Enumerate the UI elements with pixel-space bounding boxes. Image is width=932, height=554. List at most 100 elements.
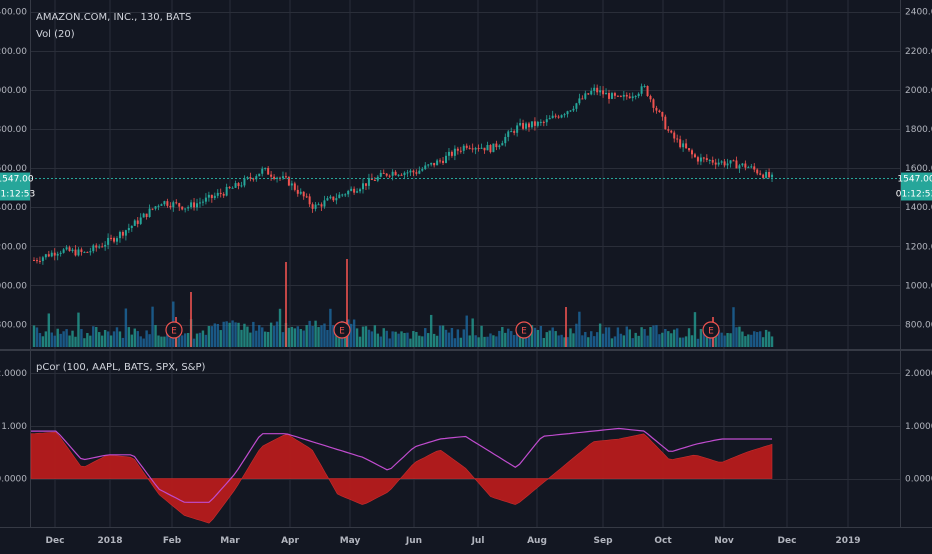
volume-bar [385,330,388,347]
candle-body [605,92,608,95]
candle-body [536,121,539,126]
volume-bar [741,331,744,347]
corr-axis-left[interactable]: 2.0000 1.000 0.0000 [0,369,27,484]
volume-bar [678,337,682,347]
candle-body [424,165,427,170]
volume-bar [432,333,436,347]
candle-body [187,207,190,209]
candle-body [652,99,655,108]
earnings-marker[interactable] [165,321,183,339]
candle-body [619,95,622,97]
candle-body [696,157,699,162]
candle-body [281,176,284,178]
price-tick-left: 1800.00 [0,125,27,135]
corr-axis-right[interactable]: 2.0000 1.0000 0.0000 [905,369,932,484]
candle-body [551,115,554,119]
volume-bar [308,320,311,347]
volume-bar [539,325,543,347]
volume-bar [581,335,584,347]
candle-body [726,163,729,166]
volume-bar [275,321,279,347]
time-label: Mar [220,536,240,546]
candle-body [74,249,77,256]
candle-body [264,167,267,169]
volume-bar [595,332,599,347]
earnings-marker[interactable] [333,321,351,339]
candle-body [593,87,596,91]
volume-bar [225,321,228,347]
candle-body [768,172,771,178]
candle-body [148,208,151,217]
candle-body [741,163,744,166]
volume-bar [554,331,557,347]
candle-body [622,94,625,97]
volume-bar [240,329,243,347]
candle-body [584,93,587,99]
candle-body [329,196,332,199]
candle-body [382,172,385,174]
candle-body [219,192,222,194]
candle-body [693,154,696,158]
volume-bar [495,336,498,347]
candle-body [133,220,136,226]
volume-bar [118,331,122,347]
price-axis-right[interactable]: 2400.00 2200.00 2000.00 1800.00 1600.00 1400.… [905,8,932,331]
volume-bar [255,330,258,347]
countdown-label-left: 01:12:53 [0,189,35,199]
symbol-title[interactable]: AMAZON.COM, INC., 130, BATS [36,12,191,23]
volume-bar [690,335,694,347]
volume-bar [465,315,468,347]
candle-body [184,208,187,210]
earnings-marker-label: E [521,327,527,337]
volume-bar [234,322,237,347]
volume-bar [216,323,219,347]
volume-bar [409,338,412,347]
pcor-indicator-title[interactable]: pCor (100, AAPL, BATS, SPX, S&P) [36,362,206,373]
time-axis[interactable]: Dec 2018 Feb Mar Apr May Jun Jul Aug Sep Oct Nov Dec… [46,536,861,546]
volume-bar [74,336,77,347]
candle-body [222,193,225,196]
volume-bar [670,333,673,347]
volume-bar [447,332,451,347]
volume-bar [601,333,605,347]
candle-body [507,131,510,137]
volume-bar [664,329,667,347]
time-label: Oct [654,536,672,546]
candle-body [136,220,139,224]
volume-bar [195,333,199,347]
earnings-marker[interactable] [515,321,533,339]
candle-body [723,161,726,166]
candle-body [504,136,507,144]
volume-bar [201,330,205,347]
candle-body [477,148,480,150]
corr-tick-left: 0.0000 [0,475,27,485]
volume-indicator-title[interactable]: Vol (20) [36,29,75,40]
volume-bar [278,308,282,347]
volume-bar [758,331,762,347]
corr-tick-left: 2.0000 [0,369,27,379]
price-axis-left[interactable]: 2400.00 2200.00 2000.00 1800.00 1600.00 1400.… [0,8,27,331]
candle-body [35,260,38,262]
earnings-marker[interactable] [702,321,720,339]
candle-body [252,178,255,180]
volume-bar [501,327,504,347]
candle-body [284,176,287,178]
candle-body [691,150,694,155]
candle-body [679,139,682,148]
volume-bar [192,338,196,347]
volume-bar [530,325,534,347]
price-tick-left: 2400.00 [0,8,27,18]
volume-bar [767,331,771,347]
volume-bar [619,333,623,347]
candle-body [519,123,522,126]
candle-body [77,249,80,256]
candle-body [160,204,163,206]
candle-body [98,246,101,248]
volume-bar [296,326,299,347]
candle-body [756,169,759,174]
volume-bar [317,327,320,347]
volume-bar [468,335,471,347]
volume-bar [551,327,554,347]
